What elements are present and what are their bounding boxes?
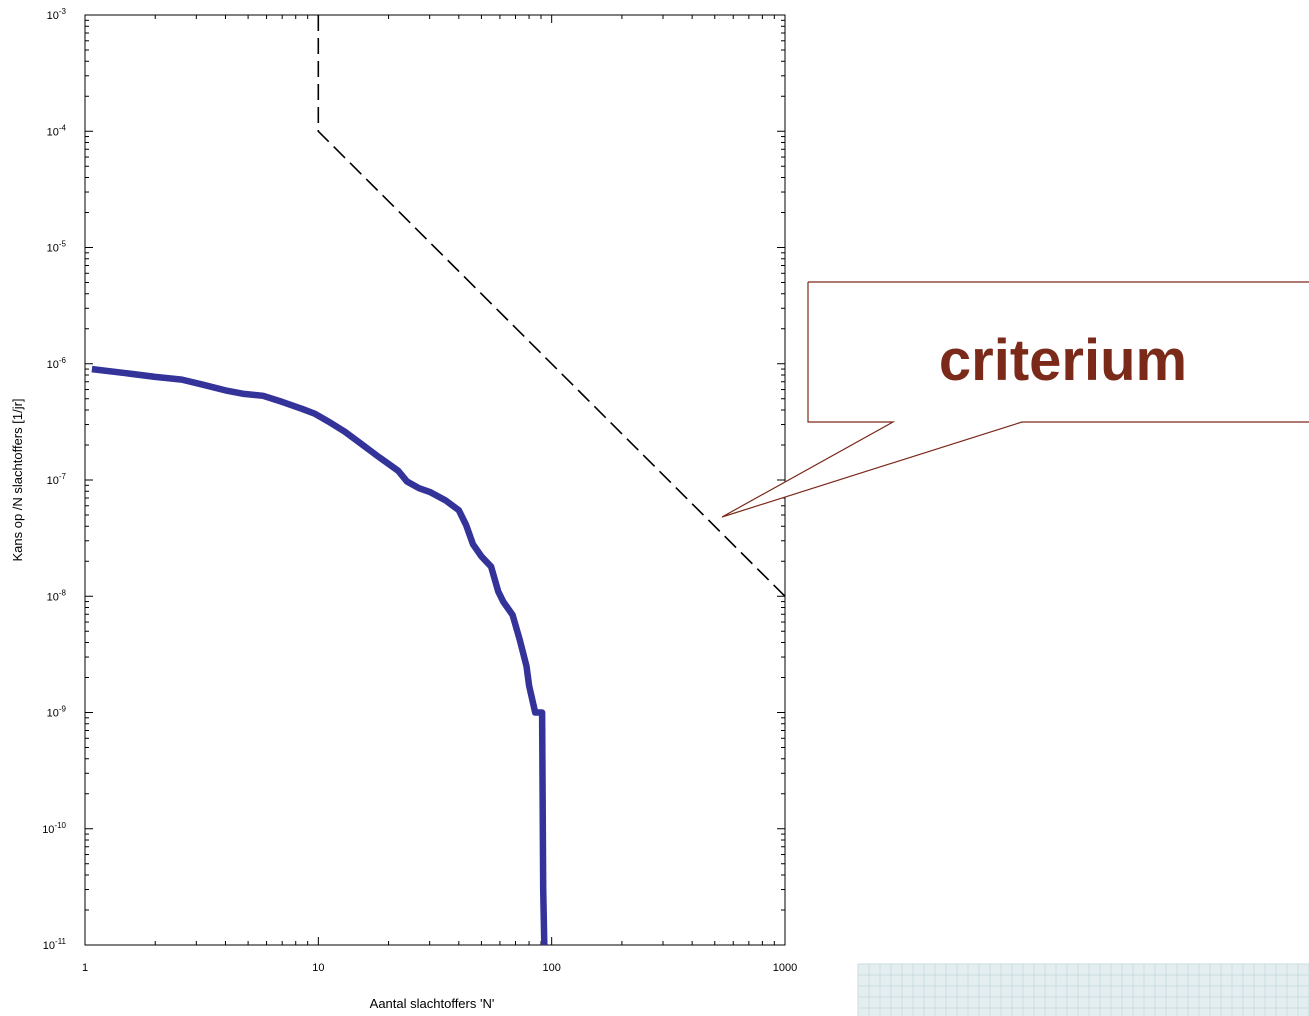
callout-label: criterium <box>939 328 1187 393</box>
series-layer <box>91 15 786 946</box>
criterium-dashed-line <box>317 15 786 597</box>
criterium-callout: criterium <box>721 281 1309 518</box>
x-axis-title: Aantal slachtoffers 'N' <box>370 996 495 1011</box>
y-axis-ticks: 10-3 10-4 10-5 10-6 10-7 10-8 10-9 10-10 10-11 <box>42 7 785 952</box>
y-tick-label: 10-9 <box>47 705 67 720</box>
x-tick-label: 1 <box>82 962 88 974</box>
y-tick-label: 10-4 <box>47 123 67 138</box>
y-tick-label: 10-10 <box>42 821 66 836</box>
x-tick-label: 100 <box>542 962 560 974</box>
slide-grid-decoration <box>857 963 1309 1016</box>
y-tick-label: 10-3 <box>47 7 67 22</box>
x-tick-label: 1000 <box>773 962 797 974</box>
y-tick-label: 10-6 <box>47 356 67 371</box>
callout-shape <box>721 281 1309 518</box>
fn-curve-line <box>91 365 548 946</box>
x-tick-label: 10 <box>312 962 324 974</box>
y-tick-label: 10-5 <box>47 240 67 255</box>
y-tick-label: 10-8 <box>47 588 67 603</box>
y-tick-label: 10-11 <box>43 937 67 952</box>
y-axis-title: Kans op /N slachtoffers [1/jr] <box>10 398 25 561</box>
y-tick-label: 10-7 <box>47 472 67 487</box>
